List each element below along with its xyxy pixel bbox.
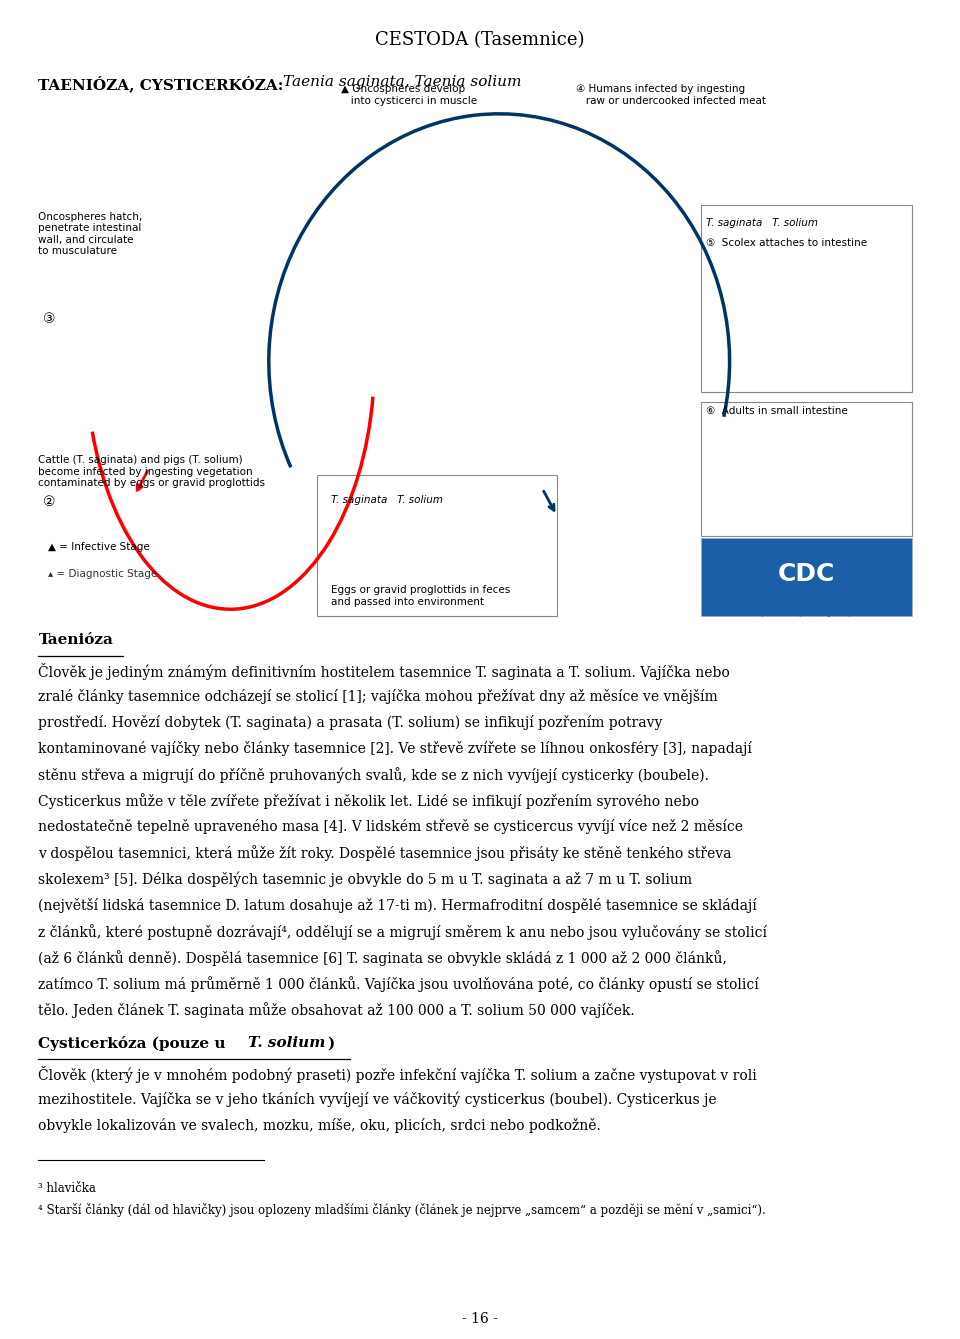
Bar [701, 538, 912, 616]
Text: (největší lidská tasemnice D. latum dosahuje až 17-ti m). Hermafroditní dospělé : (největší lidská tasemnice D. latum dosa… [38, 898, 757, 913]
Text: stěnu střeva a migrují do příčně pruhovaných svalů, kde se z nich vyvíjejí cysti: stěnu střeva a migrují do příčně pruhova… [38, 767, 709, 783]
Text: T. saginata   T. solium: T. saginata T. solium [331, 495, 444, 505]
Bar [701, 402, 912, 536]
Text: ³ hlavička: ³ hlavička [38, 1182, 96, 1194]
Text: skolexem³ [5]. Délka dospělých tasemnic je obvykle do 5 m u T. saginata a až 7 m: skolexem³ [5]. Délka dospělých tasemnic … [38, 872, 692, 888]
Text: ⑥  Adults in small intestine: ⑥ Adults in small intestine [706, 406, 848, 415]
Bar [38, 78, 922, 623]
Text: ③: ③ [43, 312, 56, 325]
Text: ▲ Oncospheres develop
   into cysticerci in muscle: ▲ Oncospheres develop into cysticerci in… [341, 84, 477, 106]
Text: CESTODA (Tasemnice): CESTODA (Tasemnice) [375, 31, 585, 48]
Text: ▲ = Infective Stage: ▲ = Infective Stage [48, 542, 150, 552]
Text: ⑤  Scolex attaches to intestine: ⑤ Scolex attaches to intestine [706, 238, 867, 248]
Text: CDC: CDC [778, 562, 835, 586]
Text: tělo. Jeden článek T. saginata může obsahovat až 100 000 a T. solium 50 000 vají: tělo. Jeden článek T. saginata může obsa… [38, 1003, 635, 1018]
Text: Cysticerkóza (pouze u: Cysticerkóza (pouze u [38, 1036, 231, 1051]
Text: Taenióza: Taenióza [38, 633, 113, 647]
Text: Taenia saginata, Taenia solium: Taenia saginata, Taenia solium [283, 75, 521, 88]
Text: Cysticerkus může v těle zvířete přežívat i několik let. Lidé se infikují pozření: Cysticerkus může v těle zvířete přežívat… [38, 793, 700, 809]
Text: ): ) [327, 1036, 335, 1050]
Text: - 16 -: - 16 - [462, 1312, 498, 1326]
Bar [317, 475, 557, 616]
Text: ⁴ Starší články (dál od hlavičky) jsou oplozeny mladšími články (článek je nejpr: ⁴ Starší články (dál od hlavičky) jsou o… [38, 1204, 766, 1217]
Text: ▴ = Diagnostic Stage: ▴ = Diagnostic Stage [48, 569, 157, 578]
Text: zatímco T. solium má průměrně 1 000 článků. Vajíčka jsou uvolňována poté, co člá: zatímco T. solium má průměrně 1 000 člán… [38, 976, 759, 992]
Text: http://www.dpd.cdc.gov/dpdx: http://www.dpd.cdc.gov/dpdx [750, 608, 863, 617]
Text: ④ Humans infected by ingesting
   raw or undercooked infected meat: ④ Humans infected by ingesting raw or un… [576, 84, 766, 106]
Text: Eggs or gravid proglottids in feces
and passed into environment: Eggs or gravid proglottids in feces and … [331, 585, 511, 607]
Text: Člověk je jediným známým definitivním hostitelem tasemnice T. saginata a T. soli: Člověk je jediným známým definitivním ho… [38, 663, 731, 680]
Text: TAENIÓZA, CYSTICERKÓZA:: TAENIÓZA, CYSTICERKÓZA: [38, 75, 289, 92]
Text: Člověk (který je v mnohém podobný praseti) pozře infekční vajíčka T. solium a za: Člověk (který je v mnohém podobný praset… [38, 1066, 757, 1083]
Text: Oncospheres hatch,
penetrate intestinal
wall, and circulate
to musculature: Oncospheres hatch, penetrate intestinal … [38, 212, 143, 256]
Text: prostředí. Hovězí dobytek (T. saginata) a prasata (T. solium) se infikují pozřen: prostředí. Hovězí dobytek (T. saginata) … [38, 715, 662, 730]
Text: ②: ② [43, 495, 56, 509]
Text: (až 6 článků denně). Dospělá tasemnice [6] T. saginata se obvykle skládá z 1 000: (až 6 článků denně). Dospělá tasemnice [… [38, 951, 728, 965]
Text: kontaminované vajíčky nebo články tasemnice [2]. Ve střevě zvířete se líhnou onk: kontaminované vajíčky nebo články tasemn… [38, 742, 753, 757]
Text: v dospělou tasemnici, která může žít roky. Dospělé tasemnice jsou přisáty ke stě: v dospělou tasemnici, která může žít rok… [38, 846, 732, 861]
Text: Cattle (T. saginata) and pigs (T. solium)
become infected by ingesting vegetatio: Cattle (T. saginata) and pigs (T. solium… [38, 455, 265, 489]
Text: T. solium: T. solium [248, 1036, 325, 1050]
Text: nedostatečně tepelně upraveného masa [4]. V lidském střevě se cysticercus vyvíjí: nedostatečně tepelně upraveného masa [4]… [38, 819, 743, 834]
Text: obvykle lokalizován ve svalech, mozku, míše, oku, plicích, srdci nebo podkožně.: obvykle lokalizován ve svalech, mozku, m… [38, 1118, 601, 1133]
Text: mezihostitele. Vajíčka se v jeho tkáních vyvíjejí ve váčkovitý cysticerkus (boub: mezihostitele. Vajíčka se v jeho tkáních… [38, 1093, 717, 1107]
Text: T. saginata   T. solium: T. saginata T. solium [706, 218, 818, 228]
Text: z článků, které postupně dozrávají⁴, oddělují se a migrují směrem k anu nebo jso: z článků, které postupně dozrávají⁴, odd… [38, 924, 767, 940]
Bar [701, 205, 912, 392]
Text: zralé články tasemnice odcházejí se stolicí [1]; vajíčka mohou přežívat dny až m: zralé články tasemnice odcházejí se stol… [38, 688, 718, 704]
